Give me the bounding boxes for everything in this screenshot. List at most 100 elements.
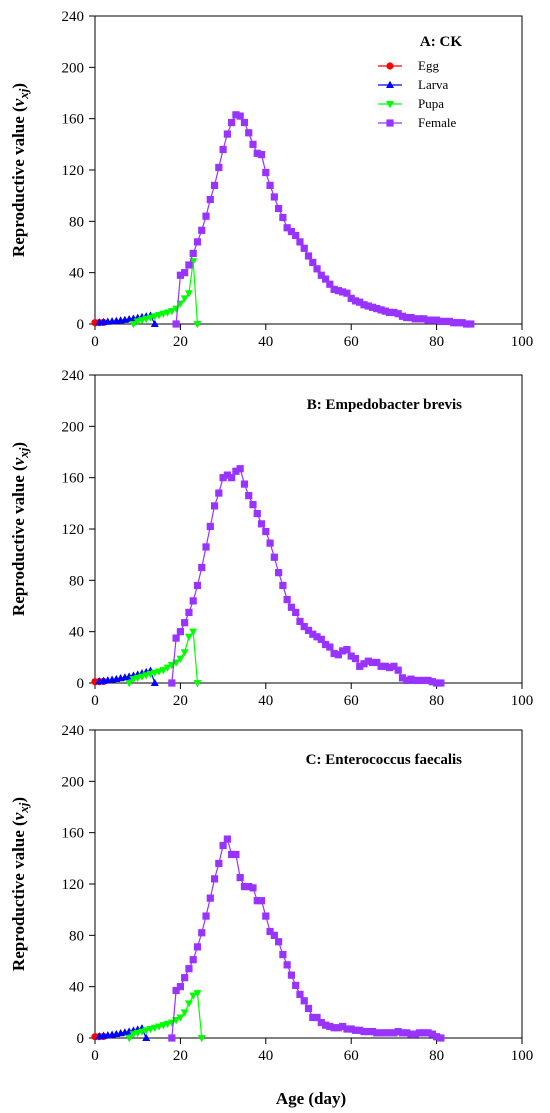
data-point-female — [236, 873, 244, 882]
x-tick-label: 20 — [173, 334, 188, 350]
data-point-female — [215, 859, 223, 868]
data-point-female — [253, 149, 261, 157]
data-point-female — [172, 986, 180, 995]
data-point-female — [407, 675, 415, 683]
data-point-female — [283, 224, 291, 232]
data-point-female — [356, 1026, 364, 1034]
data-point-female — [377, 662, 385, 670]
y-tick-label: 40 — [69, 980, 84, 996]
data-point-female — [356, 662, 364, 670]
data-point-female — [420, 676, 428, 685]
data-point-pupa — [125, 1035, 134, 1043]
data-point-female — [223, 835, 231, 843]
data-point-female — [377, 1029, 385, 1037]
x-tick-label: 60 — [344, 334, 359, 350]
data-point-female — [317, 635, 325, 643]
x-tick-label: 60 — [344, 1048, 359, 1064]
data-point-female — [390, 1029, 398, 1037]
data-point-female — [386, 1029, 394, 1037]
data-point-female — [415, 676, 424, 685]
data-point-female — [181, 974, 189, 982]
data-point-pupa — [163, 664, 172, 672]
legend-marker-larva — [386, 80, 394, 88]
data-point-female — [185, 965, 193, 973]
data-point-pupa — [180, 295, 189, 303]
data-point-pupa — [176, 1014, 185, 1022]
y-axis-title-part: xj — [16, 88, 31, 100]
data-point-female — [394, 310, 402, 318]
data-point-female — [202, 212, 210, 220]
data-point-female — [462, 320, 471, 328]
data-point-female — [300, 622, 308, 631]
data-point-female — [326, 1022, 334, 1031]
data-point-female — [219, 474, 227, 482]
data-point-female — [360, 301, 368, 309]
data-point-female — [283, 961, 291, 969]
data-point-female — [296, 238, 304, 246]
legend-marker-pupa — [386, 101, 394, 109]
data-point-female — [347, 1025, 355, 1033]
data-point-female — [202, 543, 210, 551]
data-point-female — [454, 319, 462, 327]
data-point-female — [433, 679, 441, 687]
data-point-female — [228, 474, 236, 482]
data-point-female — [189, 249, 197, 258]
data-point-female — [262, 912, 270, 920]
data-point-pupa — [189, 992, 198, 1000]
data-point-female — [292, 981, 300, 989]
data-point-female — [228, 850, 236, 859]
x-tick-label: 40 — [258, 693, 273, 709]
panel-title: A: CK — [420, 34, 462, 50]
data-point-female — [270, 931, 278, 939]
data-point-pupa — [180, 649, 189, 657]
x-tick-label: 80 — [429, 1048, 444, 1064]
data-point-female — [168, 679, 176, 687]
data-point-female — [181, 269, 189, 277]
data-point-female — [381, 307, 389, 315]
data-point-female — [193, 943, 202, 951]
y-axis-title-part: v — [9, 457, 28, 465]
data-point-female — [296, 990, 304, 998]
legend: Egg Larva Pupa Female — [378, 58, 456, 130]
data-point-pupa — [129, 321, 138, 329]
data-point-female — [450, 319, 458, 327]
data-point-female — [339, 647, 347, 655]
data-point-female — [347, 294, 355, 302]
data-point-female — [206, 195, 214, 204]
y-tick-label: 0 — [77, 676, 85, 692]
data-point-female — [210, 502, 219, 510]
data-point-female — [245, 882, 253, 891]
data-point-pupa — [193, 990, 202, 998]
data-point-female — [193, 581, 202, 590]
data-point-female — [437, 679, 445, 687]
x-tick-label: 0 — [91, 1048, 99, 1064]
data-point-female — [321, 275, 330, 283]
series-line-female — [171, 467, 441, 684]
y-axis-title-part: xj — [16, 447, 31, 459]
data-point-female — [287, 971, 296, 979]
x-tick-label: 80 — [429, 693, 444, 709]
plot-frame — [94, 729, 523, 1039]
data-point-female — [185, 261, 193, 269]
data-point-female — [420, 1029, 428, 1037]
data-point-female — [219, 145, 227, 154]
y-tick-label: 200 — [62, 419, 85, 435]
y-tick-label: 120 — [62, 877, 85, 893]
data-point-female — [304, 1004, 313, 1013]
data-point-female — [275, 204, 283, 213]
legend-label-female: Female — [418, 115, 456, 130]
y-tick-label: 200 — [62, 60, 85, 76]
x-tick-label: 0 — [91, 334, 99, 350]
data-point-pupa — [189, 628, 198, 636]
y-tick-label: 240 — [62, 723, 85, 739]
x-tick-label: 40 — [258, 334, 273, 350]
data-point-larva — [150, 319, 159, 327]
y-axis-title-part: ) — [9, 442, 28, 448]
data-point-female — [270, 553, 278, 561]
data-point-female — [411, 676, 419, 685]
data-point-female — [343, 289, 351, 297]
data-point-pupa — [184, 1000, 193, 1008]
panel-title: C: Enterococcus faecalis — [306, 752, 463, 768]
data-point-female — [176, 271, 184, 279]
data-point-female — [330, 1024, 338, 1032]
